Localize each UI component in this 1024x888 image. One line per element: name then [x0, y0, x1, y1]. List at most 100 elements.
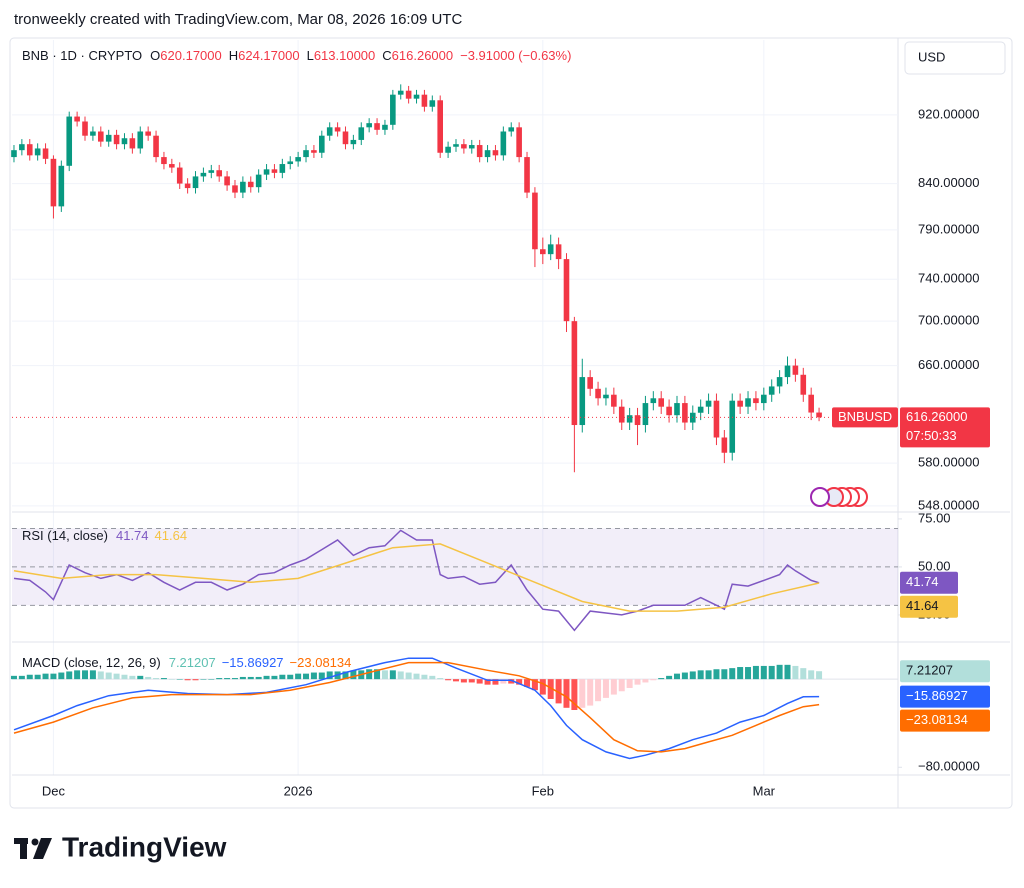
candle-body	[540, 249, 546, 255]
currency-button[interactable]	[904, 41, 1006, 75]
candle-body	[792, 365, 799, 375]
macd-histogram-bar	[516, 679, 523, 685]
y-tick-label: −80.00000	[918, 759, 980, 774]
candle-body	[105, 134, 112, 142]
logo-part	[33, 838, 52, 859]
macd-histogram-bar	[231, 678, 238, 680]
macd-histogram-bar	[310, 672, 317, 680]
currency[interactable]: USD	[918, 49, 945, 64]
candle-body	[421, 94, 428, 107]
candle-body	[366, 123, 372, 128]
candle-body	[184, 183, 191, 189]
y-tick-label: 700.00000	[918, 313, 979, 328]
x-tick-label: 2026	[284, 783, 313, 798]
x-tick-label: Feb	[532, 783, 554, 798]
rsi-legend: RSI (14, close) 41.74 41.64	[22, 528, 187, 543]
macd-histogram-bar	[137, 675, 144, 680]
macd-histogram-bar	[752, 665, 759, 680]
candle-body	[721, 437, 728, 453]
macd-histogram-bar	[452, 679, 459, 682]
price-badge	[900, 571, 958, 594]
macd-histogram-bar	[34, 674, 41, 680]
candle-body	[532, 192, 538, 250]
macd-histogram-bar	[381, 670, 388, 680]
macd-histogram-bar	[681, 672, 688, 680]
macd-histogram-bar	[784, 664, 791, 680]
last-price-label: 616.26000	[906, 409, 967, 424]
legend-label: L	[307, 48, 314, 63]
macd-histogram-bar	[342, 671, 349, 680]
macd-histogram-bar	[374, 669, 381, 680]
macd-histogram-bar	[468, 679, 475, 683]
macd-histogram-bar	[58, 672, 65, 680]
macd-histogram-bar	[508, 679, 515, 684]
rsi-title: RSI (14, close)	[22, 528, 108, 543]
macd-histogram-bar	[524, 679, 531, 687]
candle-body	[326, 127, 333, 136]
candle-body	[390, 94, 396, 125]
macd-histogram-bar	[618, 679, 625, 692]
candle-body	[595, 388, 601, 399]
macd-histogram-bar	[200, 679, 207, 680]
candle-body	[784, 365, 791, 378]
macd-histogram-bar	[153, 678, 160, 680]
macd-histogram-bar	[539, 679, 546, 695]
macd-histogram-bar	[366, 669, 373, 680]
macd-histogram-bar	[587, 679, 594, 706]
price-badge-label: −23.08134	[906, 712, 968, 727]
macd-histogram-bar	[42, 673, 49, 680]
candle-body	[271, 169, 278, 173]
macd-histogram-bar	[610, 679, 617, 695]
macd-histogram-bar	[129, 675, 136, 680]
candle-body	[303, 150, 309, 158]
macd-histogram-bar	[239, 676, 246, 680]
candle-body	[658, 398, 665, 407]
macd-histogram-bar	[82, 670, 89, 680]
candle-body	[461, 144, 467, 149]
macd-line	[13, 661, 820, 753]
macd-value: −15.86927	[222, 655, 284, 670]
y-tick-label: 740.00000	[918, 271, 979, 286]
candle-body	[579, 377, 586, 426]
rsi-line	[13, 543, 820, 612]
macd-histogram-bar	[666, 675, 673, 680]
price-badge	[900, 709, 990, 732]
candle-body	[208, 170, 215, 173]
event-icon	[810, 487, 830, 507]
candle-body	[445, 146, 451, 153]
flag-icons	[810, 487, 868, 507]
macd-histogram-bar	[689, 671, 696, 680]
logo-part	[31, 838, 39, 846]
candle-body	[240, 181, 246, 193]
candle-body	[468, 145, 475, 149]
macd-histogram-bar	[602, 679, 609, 698]
candle-body	[413, 94, 420, 99]
candle-body	[26, 144, 33, 156]
price-badge	[832, 407, 898, 428]
candle-body	[705, 400, 712, 407]
candle-body	[437, 100, 444, 153]
macd-histogram-bar	[350, 670, 357, 680]
macd-histogram-bar	[547, 679, 554, 699]
price-badge-label: 41.74	[906, 574, 939, 589]
macd-histogram-bar	[113, 673, 120, 680]
candle-body	[319, 135, 325, 153]
candle-body	[97, 131, 104, 142]
logo-part	[20, 838, 27, 859]
macd-histogram-bar	[105, 672, 112, 680]
candle-body	[563, 259, 570, 322]
macd-histogram-bar	[216, 678, 223, 680]
macd-histogram-bar	[287, 674, 294, 680]
macd-histogram-bar	[460, 679, 467, 683]
price-legend: BNB · 1D · CRYPTO O620.17000 H624.17000 L61…	[22, 48, 571, 63]
y-tick-label: 50.00	[918, 558, 951, 573]
candle-body	[516, 127, 522, 158]
candle-body	[634, 415, 641, 426]
candle-body	[768, 386, 775, 395]
macd-histogram-bar	[634, 679, 641, 685]
logo-text: TradingView	[62, 831, 227, 862]
x-tick-label: Dec	[42, 783, 66, 798]
macd-histogram-bar	[808, 670, 815, 680]
y-tick-label: 840.00000	[918, 175, 979, 190]
chart-frame	[9, 37, 1013, 809]
